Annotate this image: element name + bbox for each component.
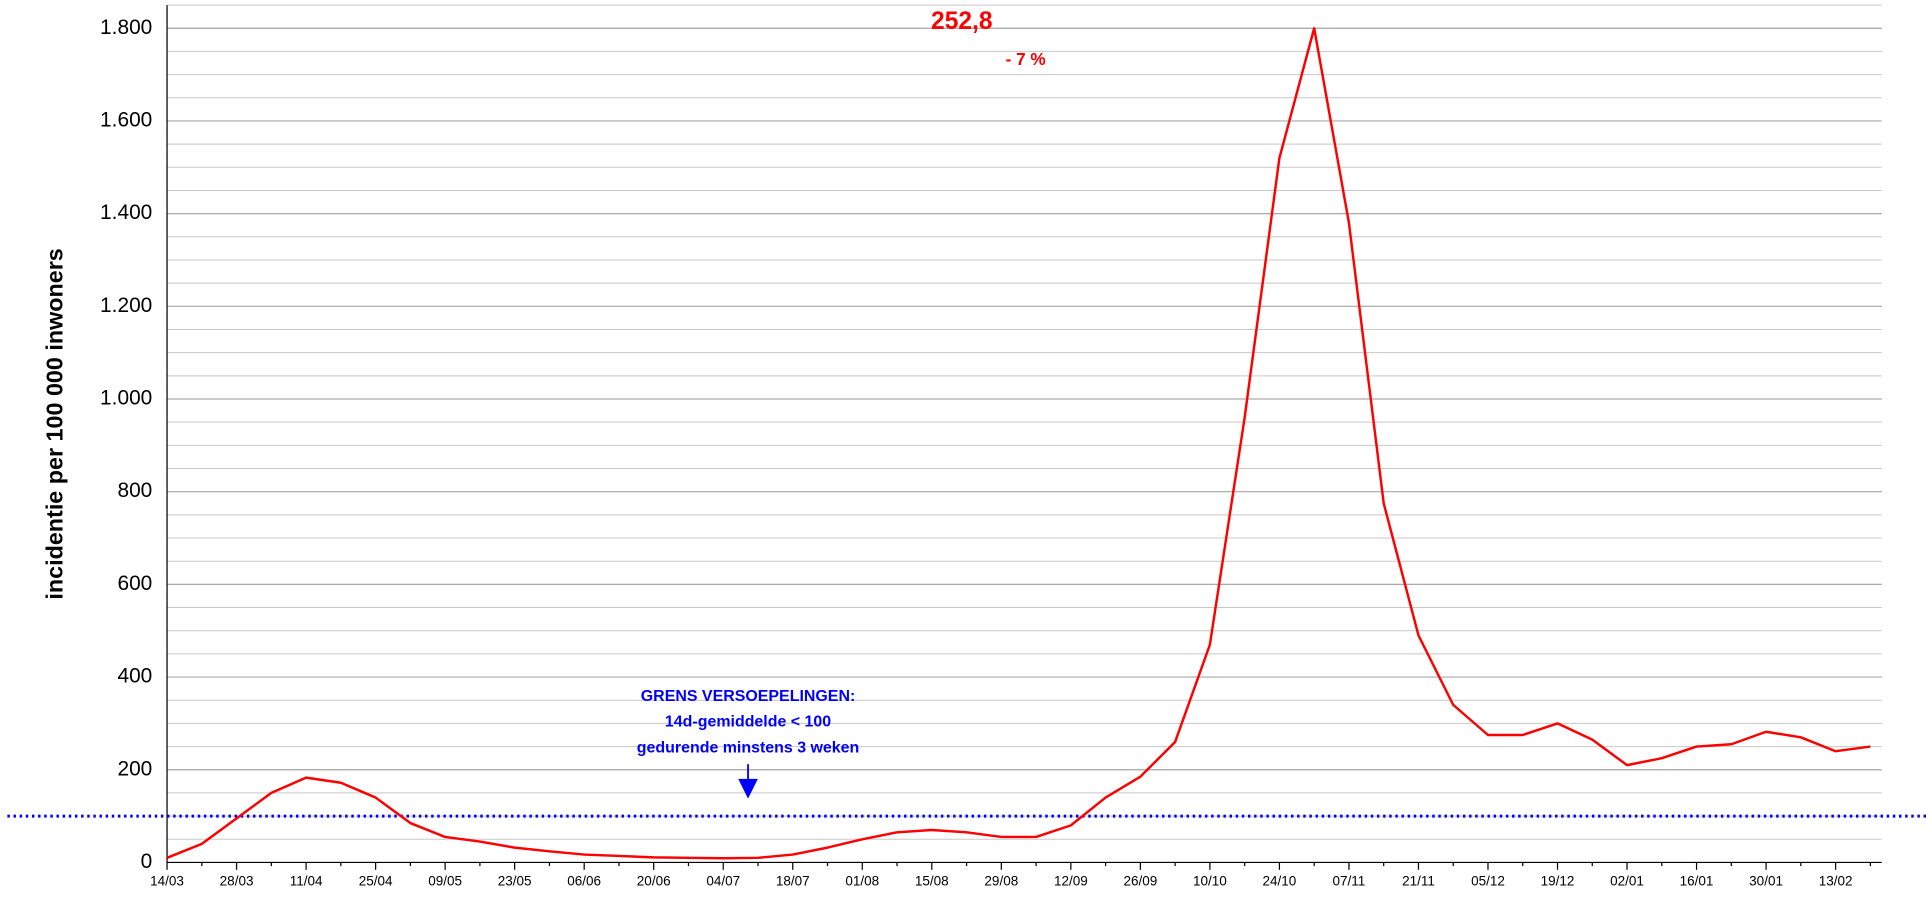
threshold-note: GRENS VERSOEPELINGEN: xyxy=(641,688,856,705)
x-tick-label: 11/04 xyxy=(290,874,323,889)
arrow-head xyxy=(738,778,758,799)
x-tick-label: 07/11 xyxy=(1333,874,1366,889)
threshold-note: 14d-gemiddelde < 100 xyxy=(665,714,831,731)
x-tick-label: 19/12 xyxy=(1541,874,1575,889)
y-tick-label: 400 xyxy=(117,665,152,688)
x-tick-label: 05/12 xyxy=(1471,874,1505,889)
y-tick-label: 1.400 xyxy=(100,201,152,224)
x-tick-label: 02/01 xyxy=(1610,874,1644,889)
x-tick-label: 12/09 xyxy=(1054,874,1088,889)
x-tick-label: 21/11 xyxy=(1402,874,1435,889)
y-tick-label: 0 xyxy=(141,850,153,873)
y-tick-label: 800 xyxy=(117,479,152,502)
x-tick-label: 23/05 xyxy=(498,874,532,889)
change: - 7 % xyxy=(1006,49,1046,69)
x-tick-label: 16/01 xyxy=(1680,874,1714,889)
x-tick-label: 18/07 xyxy=(776,874,810,889)
x-tick-label: 15/08 xyxy=(915,874,949,889)
data-line xyxy=(166,27,1871,860)
x-tick-label: 25/04 xyxy=(359,874,393,889)
threshold-note: gedurende minstens 3 weken xyxy=(637,739,860,756)
x-tick-label: 13/02 xyxy=(1819,874,1853,889)
x-tick-label: 30/01 xyxy=(1749,874,1783,889)
x-tick-label: 04/07 xyxy=(706,874,740,889)
x-tick-label: 14/03 xyxy=(150,874,184,889)
last-value: 252,8 xyxy=(931,8,992,35)
x-tick-label: 20/06 xyxy=(637,874,671,889)
x-tick-label: 09/05 xyxy=(428,874,462,889)
y-tick-label: 1.000 xyxy=(100,387,152,410)
x-tick-label: 06/06 xyxy=(567,874,601,889)
x-tick-label: 26/09 xyxy=(1123,874,1157,889)
y-tick-label: 1.200 xyxy=(100,294,152,317)
x-tick-label: 28/03 xyxy=(220,874,254,889)
x-tick-label: 10/10 xyxy=(1193,874,1227,889)
x-tick-label: 29/08 xyxy=(984,874,1018,889)
y-axis-label: incidentie per 100 000 inwoners xyxy=(42,248,68,599)
x-tick-label: 01/08 xyxy=(845,874,879,889)
y-tick-label: 1.600 xyxy=(100,108,152,131)
x-tick-label: 24/10 xyxy=(1263,874,1297,889)
y-tick-label: 600 xyxy=(117,572,152,595)
y-tick-label: 200 xyxy=(117,757,152,780)
y-tick-label: 1.800 xyxy=(100,16,152,39)
